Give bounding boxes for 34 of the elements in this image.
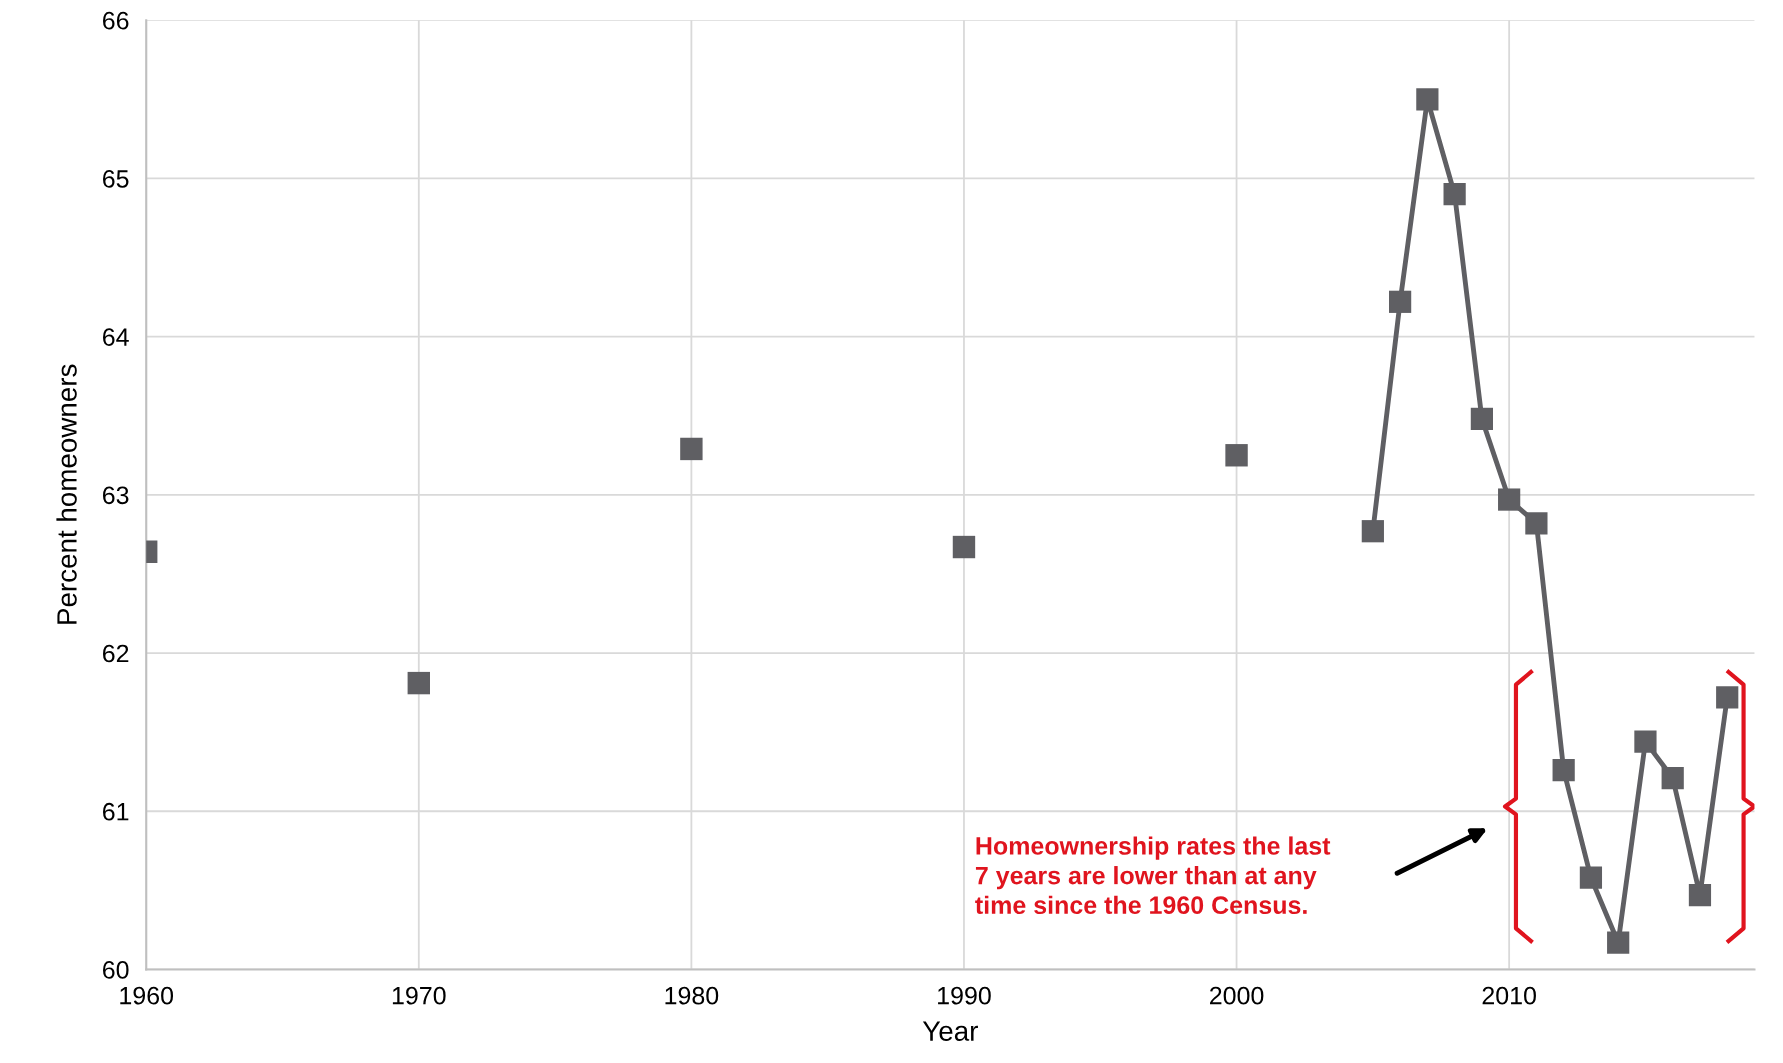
- y-tick-label: 65: [103, 170, 129, 188]
- point: [1688, 883, 1712, 907]
- x-tick-label: 1980: [665, 986, 719, 1005]
- point: [1389, 290, 1412, 313]
- point: [1225, 444, 1248, 467]
- y-tick-label: 63: [103, 486, 129, 505]
- y-tick-label: 60: [103, 961, 129, 979]
- point: [680, 437, 703, 461]
- point: [1525, 512, 1548, 535]
- point: [1661, 766, 1684, 790]
- point: [1579, 866, 1603, 889]
- point: [1552, 759, 1575, 782]
- point: [1470, 407, 1493, 430]
- y-tick-label: 62: [103, 644, 129, 663]
- y-tick-label: 61: [103, 802, 129, 821]
- x-tick-label: 1970: [392, 986, 446, 1005]
- point: [1443, 183, 1466, 206]
- y-axis-title: Percent homeowners: [56, 364, 77, 624]
- x-tick-label: 2010: [1482, 986, 1536, 1005]
- x-tick-label: 2000: [1210, 986, 1264, 1005]
- x-tick-label: 1960: [120, 986, 174, 1005]
- point: [1716, 686, 1739, 709]
- x-axis-title: Year: [922, 1021, 978, 1041]
- y-tick-label: 66: [103, 11, 129, 30]
- point: [1607, 931, 1630, 954]
- x-tick-label: 1990: [938, 986, 991, 1005]
- point: [1361, 520, 1384, 543]
- point: [1416, 88, 1439, 111]
- annotation: Homeownership rates the last 7 years are lower than at any time since the 1960 Census.: [975, 836, 1331, 915]
- point: [407, 671, 430, 695]
- point: [1634, 730, 1657, 753]
- point: [952, 535, 976, 559]
- y-tick-label: 64: [103, 328, 129, 346]
- point: [1498, 488, 1521, 511]
